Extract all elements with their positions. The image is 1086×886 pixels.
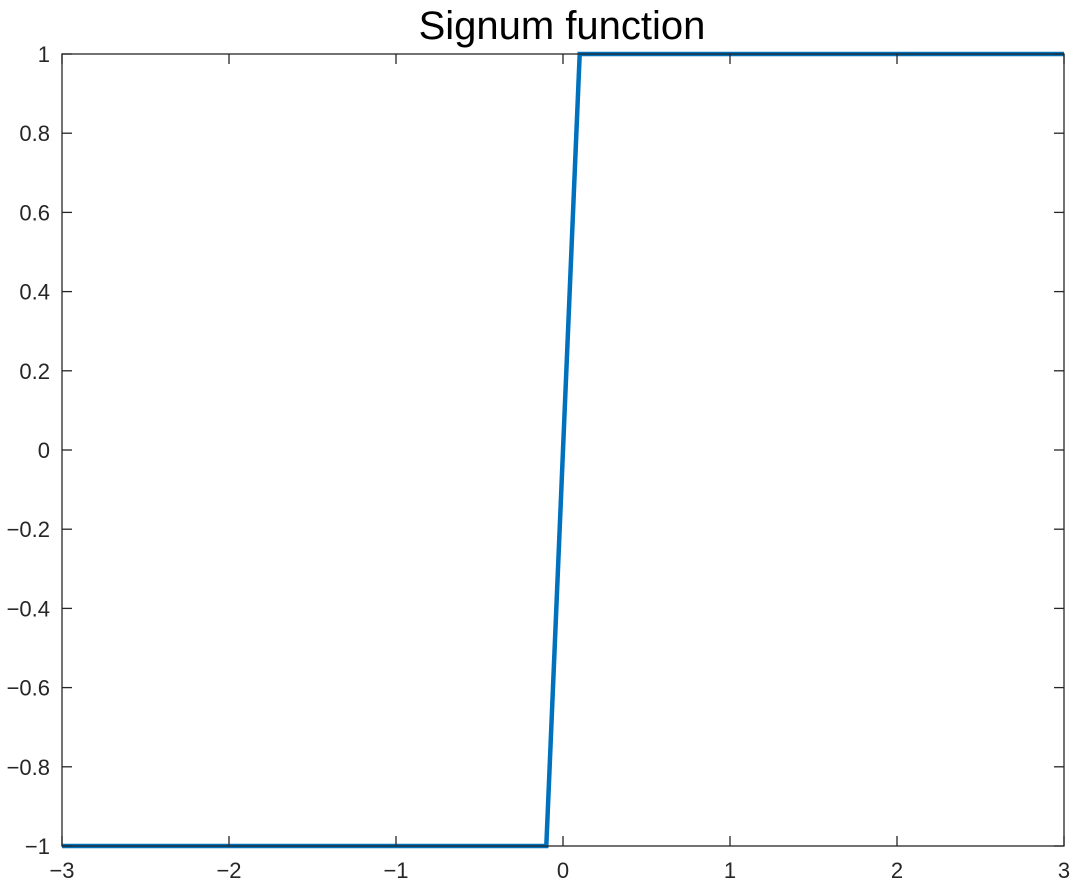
x-tick-label: −1 — [383, 858, 408, 883]
y-tick-label: 0.6 — [19, 200, 50, 225]
x-tick-label: −2 — [216, 858, 241, 883]
chart-title: Signum function — [419, 4, 706, 48]
x-tick-label: 1 — [724, 858, 736, 883]
y-tick-label: 0 — [38, 438, 50, 463]
y-tick-label: −0.8 — [7, 755, 50, 780]
x-tick-label: 3 — [1058, 858, 1070, 883]
y-tick-label: 0.2 — [19, 359, 50, 384]
y-tick-label: −1 — [25, 834, 50, 859]
y-tick-label: −0.4 — [7, 596, 50, 621]
y-tick-label: −0.2 — [7, 517, 50, 542]
x-tick-label: −3 — [49, 858, 74, 883]
y-tick-label: −0.6 — [7, 676, 50, 701]
y-tick-label: 0.8 — [19, 121, 50, 146]
y-tick-label: 1 — [38, 42, 50, 67]
plot-area: −3 −2 −1 0 1 2 3 −1 −0.8 −0.6 −0.4 −0.2 0 0.2 0.4 0.6 0.… — [7, 42, 1071, 883]
x-tick-label: 2 — [891, 858, 903, 883]
y-tick-label: 0.4 — [19, 280, 50, 305]
x-tick-label: 0 — [557, 858, 569, 883]
series-line-0 — [62, 51, 1064, 849]
